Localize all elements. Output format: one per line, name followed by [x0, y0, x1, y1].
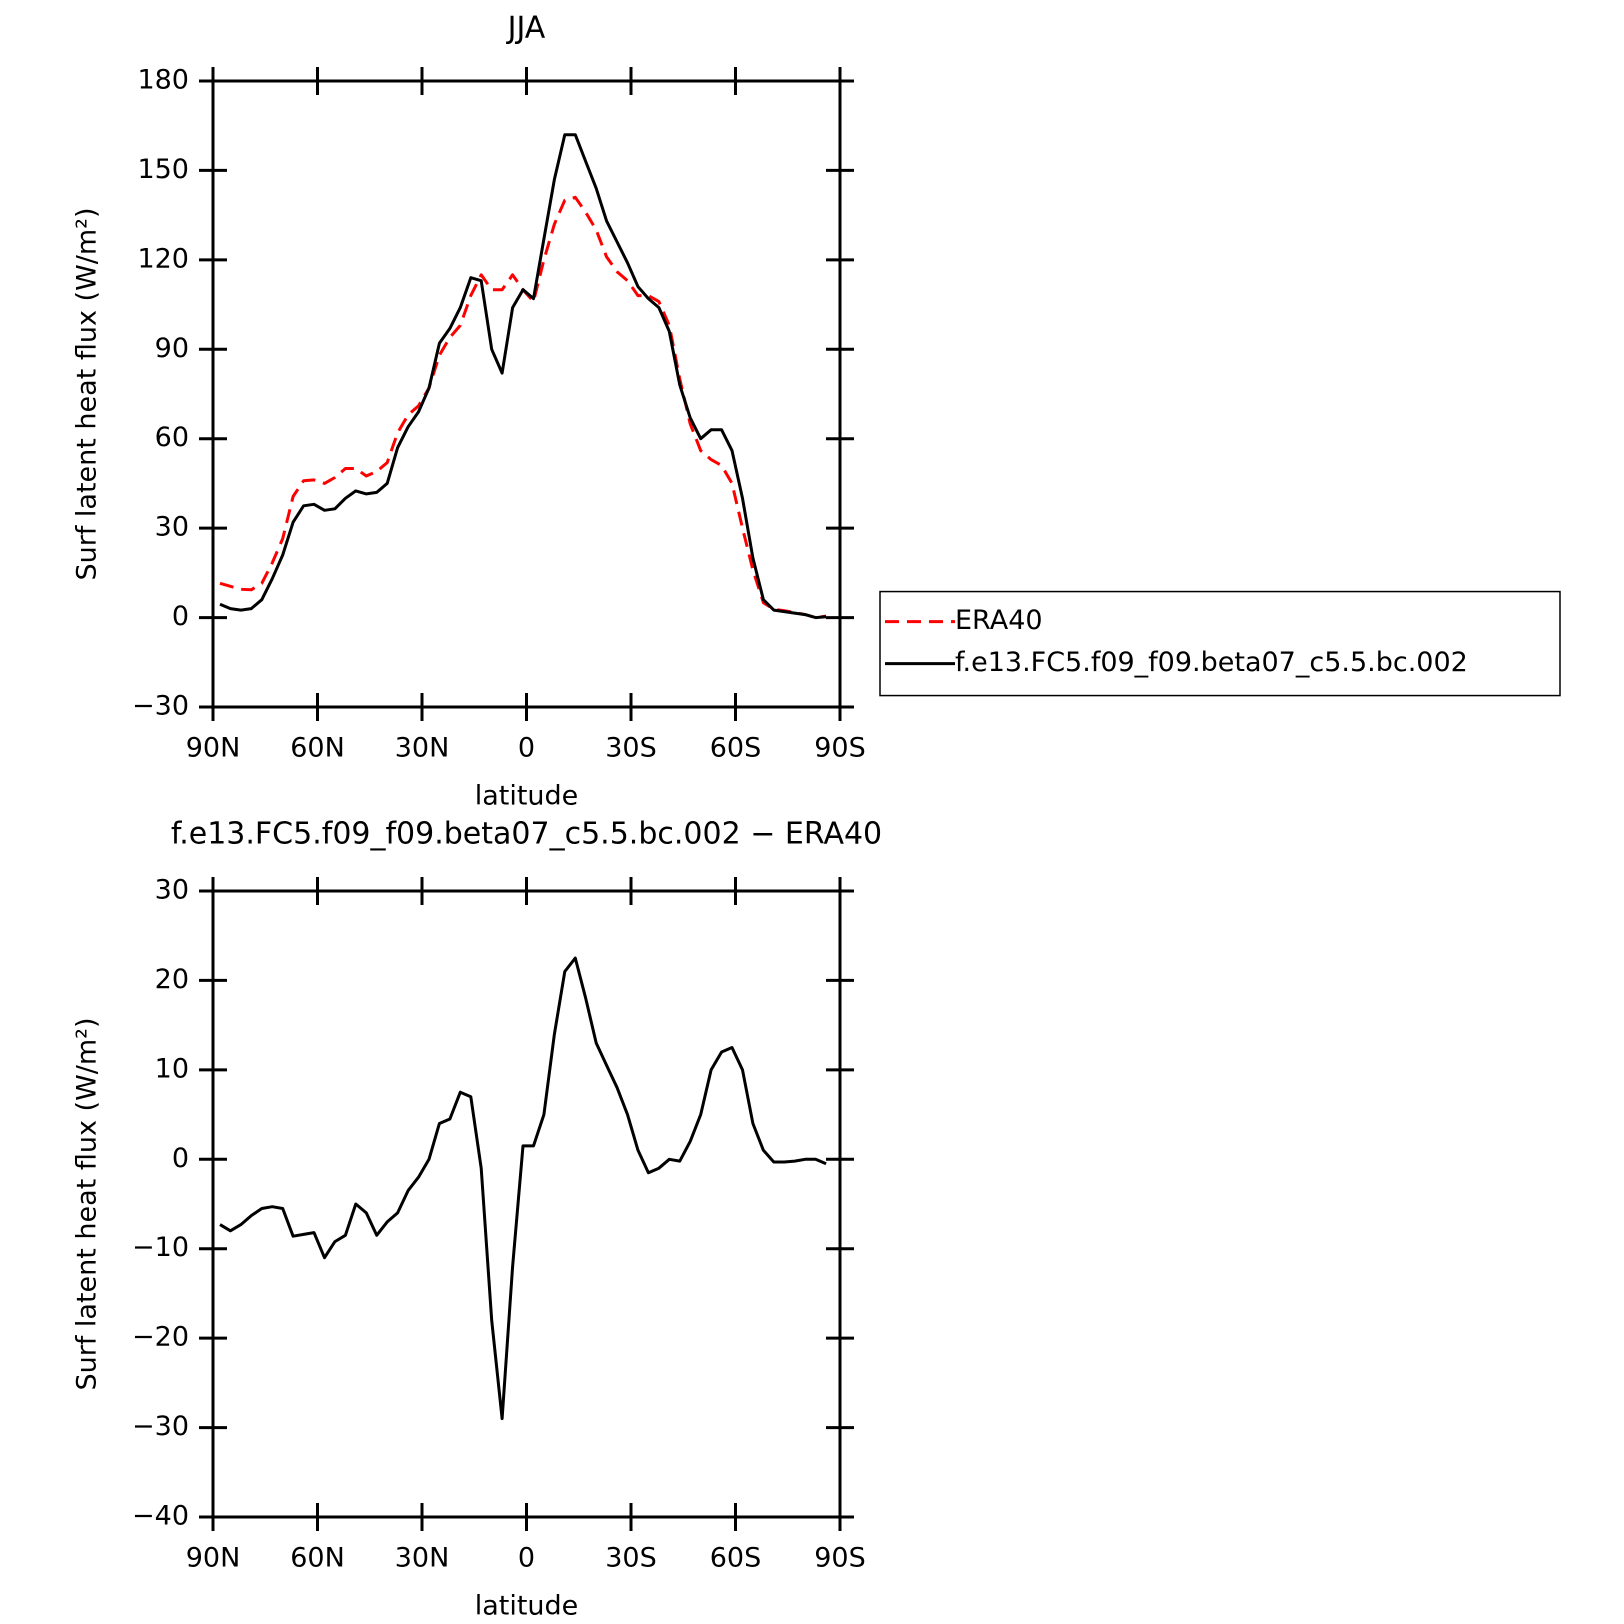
x-axis-label: latitude [475, 781, 579, 812]
legend-label: ERA40 [955, 605, 1043, 636]
y-tick-label: 0 [172, 601, 189, 632]
y-tick-label: −20 [132, 1322, 189, 1353]
y-tick-label: 60 [155, 422, 189, 453]
y-axis-label: Surf latent heat flux (W/m²) [72, 207, 103, 580]
plot-frame [211, 79, 842, 709]
y-tick-label: 30 [155, 512, 189, 543]
x-tick-label: 90N [186, 1543, 241, 1574]
y-tick-label: −10 [132, 1232, 189, 1263]
plot-frame [211, 889, 842, 1519]
x-axis-label: latitude [475, 1591, 579, 1622]
x-tick-label: 0 [518, 1543, 535, 1574]
x-tick-label: 60S [710, 1543, 762, 1574]
y-tick-label: 150 [137, 154, 189, 185]
y-tick-label: 90 [155, 333, 189, 364]
series-line [219, 956, 827, 1421]
series-line [219, 133, 827, 620]
y-tick-label: 30 [155, 875, 189, 906]
chart-title: f.e13.FC5.f09_f09.beta07_c5.5.bc.002 − E… [171, 817, 882, 852]
y-tick-label: −30 [132, 691, 189, 722]
series-line [219, 195, 827, 620]
legend-label: f.e13.FC5.f09_f09.beta07_c5.5.bc.002 [955, 647, 1468, 678]
chart-title: JJA [506, 11, 546, 46]
y-tick-label: −40 [132, 1501, 189, 1532]
legend-box [879, 590, 1561, 697]
x-tick-label: 30S [605, 733, 657, 764]
y-tick-label: 0 [172, 1143, 189, 1174]
y-tick-label: −30 [132, 1411, 189, 1442]
y-axis-label: Surf latent heat flux (W/m²) [72, 1017, 103, 1390]
x-tick-label: 90N [186, 733, 241, 764]
x-tick-label: 30S [605, 1543, 657, 1574]
x-tick-label: 60N [290, 1543, 345, 1574]
x-tick-label: 90S [814, 733, 866, 764]
y-tick-label: 120 [137, 243, 189, 274]
y-tick-label: 180 [137, 65, 189, 96]
x-tick-label: 60N [290, 733, 345, 764]
x-tick-label: 90S [814, 1543, 866, 1574]
y-tick-label: 10 [155, 1053, 189, 1084]
x-tick-label: 30N [395, 733, 450, 764]
x-tick-label: 60S [710, 733, 762, 764]
x-tick-label: 0 [518, 733, 535, 764]
x-tick-label: 30N [395, 1543, 450, 1574]
y-tick-label: 20 [155, 964, 189, 995]
